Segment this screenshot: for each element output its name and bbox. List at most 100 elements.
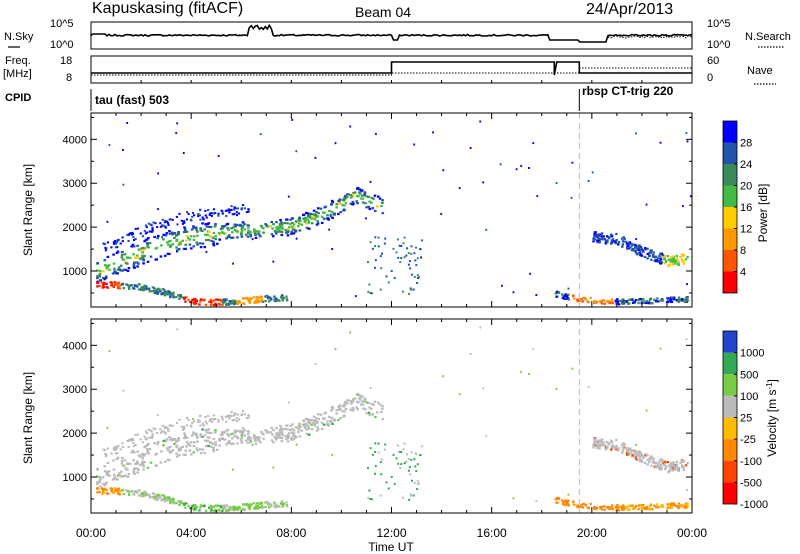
data-cell [395,457,398,460]
data-cell [370,201,373,204]
data-cell [242,508,245,511]
data-cell [294,436,297,439]
data-cell [168,245,172,248]
data-cell [636,245,639,248]
data-cell [361,197,365,200]
data-cell [251,444,254,447]
data-cell [314,216,318,219]
data-cell [684,506,687,509]
data-cell [99,485,102,488]
data-cell [370,407,373,410]
data-cell [240,432,244,435]
data-cell [176,328,179,331]
data-cell [469,147,472,149]
data-cell [305,432,309,435]
data-cell [176,455,179,458]
data-cell [203,434,206,437]
data-cell [114,270,117,273]
data-cell [314,422,318,425]
data-cell [154,222,157,225]
data-cell [235,420,239,423]
data-cell [411,273,413,276]
data-cell [256,502,259,505]
data-cell [206,233,209,236]
data-cell [205,225,209,228]
data-cell [214,418,217,420]
data-cell [214,441,217,444]
data-cell [136,261,139,264]
data-cell [677,502,681,505]
colorbar-tick-label: 100 [740,391,758,403]
data-cell [421,445,424,448]
data-cell [154,258,158,261]
data-cell [233,223,237,226]
data-cell [156,443,159,446]
data-cell [372,197,375,200]
data-cell [162,224,165,227]
data-cell [682,260,685,263]
data-cell [142,468,145,471]
data-cell [273,505,276,508]
data-cell [131,439,135,441]
data-cell [219,300,223,303]
data-cell [178,297,181,300]
data-cell [639,460,642,463]
data-cell [663,463,666,466]
colorbar-swatch [723,352,737,375]
data-cell [146,245,149,248]
data-cell [212,240,215,243]
data-cell [96,487,99,490]
y-tick-label: 2000 [63,222,87,234]
data-cell [224,505,227,508]
data-cell [672,263,675,266]
data-cell [594,441,597,444]
data-cell [240,439,243,442]
colorbar-tick-label: 500 [740,369,758,381]
data-cell [246,433,250,436]
data-cell [225,504,228,507]
data-cell [330,210,334,213]
data-cell [616,300,619,304]
data-cell [529,272,531,275]
data-cell [236,442,239,445]
data-cell [673,262,677,265]
data-cell [326,214,329,217]
data-cell [181,445,184,448]
data-cell [640,247,643,250]
data-cell [275,232,278,235]
data-cell [102,276,105,280]
data-cell [119,490,122,493]
data-cell [648,255,651,258]
data-cell [337,202,341,205]
data-cell [145,491,148,494]
data-cell [192,297,196,301]
data-cell [604,240,608,243]
data-cell [196,436,199,439]
data-cell [257,506,260,509]
data-cell [278,223,282,226]
data-cell [209,431,213,435]
data-cell [567,504,571,507]
data-cell [358,192,362,195]
data-cell [413,143,416,146]
data-cell [245,502,249,505]
data-cell [335,206,338,209]
time-axis-title: Time UT [368,540,414,554]
data-cell [172,294,175,297]
data-cell [151,435,154,438]
data-cell [297,431,300,434]
data-cell [168,438,172,441]
data-cell [577,298,580,301]
data-cell [243,228,247,231]
data-cell [232,419,235,422]
data-cell [355,200,358,203]
data-cell [649,249,652,252]
data-cell [260,224,263,228]
data-cell [111,478,115,481]
data-cell [310,222,314,225]
data-cell [271,227,274,230]
data-cell [412,494,415,497]
data-cell [225,215,228,217]
data-cell [171,449,175,452]
